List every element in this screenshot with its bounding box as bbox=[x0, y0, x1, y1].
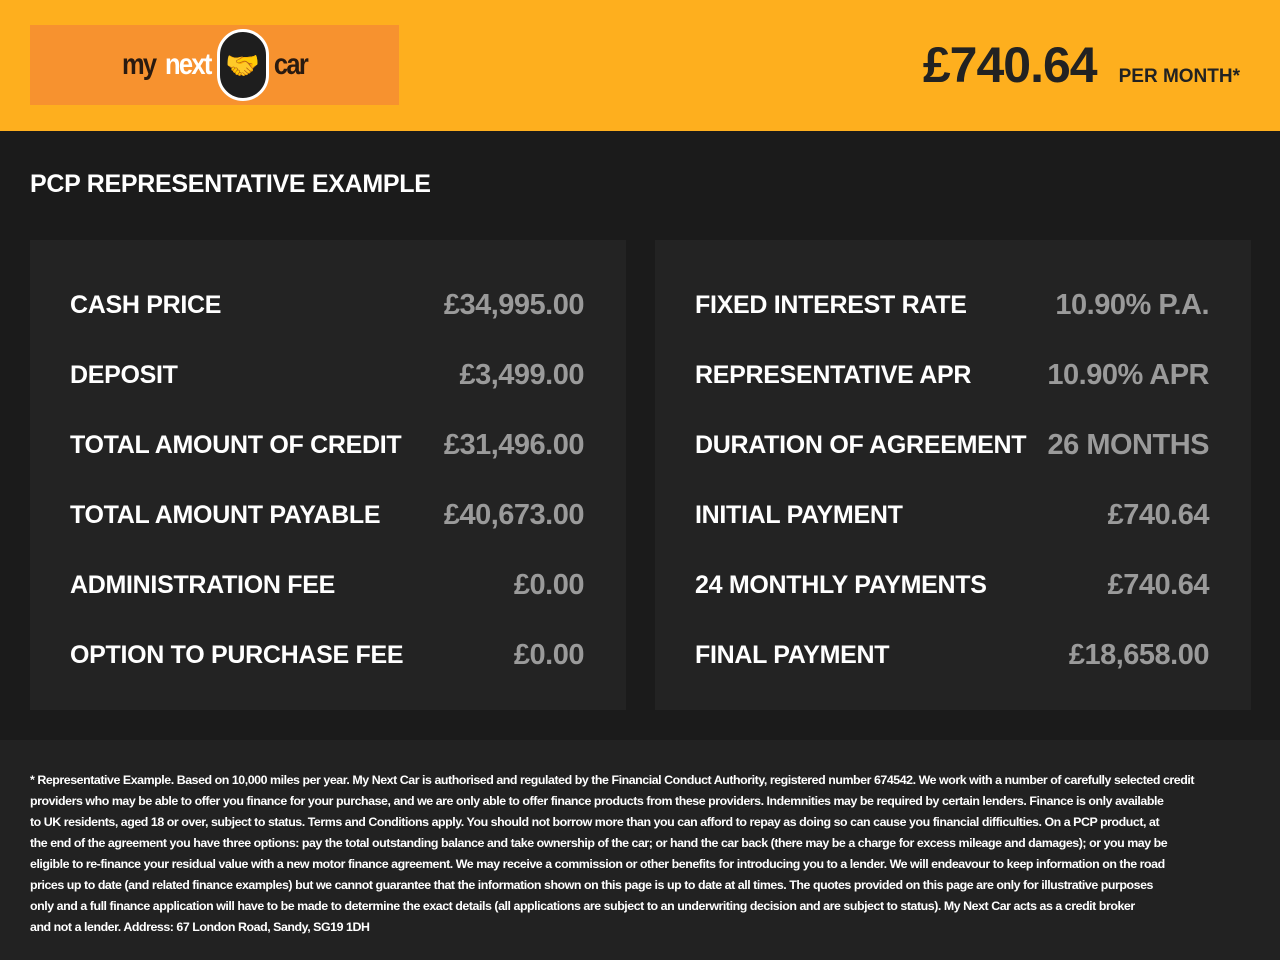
disclaimer-line: prices up to date (and related finance e… bbox=[30, 878, 1153, 892]
row-label: ADMINISTRATION FEE bbox=[70, 570, 335, 599]
disclaimer-line: the end of the agreement you have three … bbox=[30, 836, 1168, 850]
logo-text-my: my bbox=[122, 48, 157, 81]
row-value: £18,658.00 bbox=[1068, 638, 1210, 671]
row-label: 24 MONTHLY PAYMENTS bbox=[695, 570, 987, 599]
handshake-keys-icon: 🤝 bbox=[216, 29, 269, 101]
finance-row: ADMINISTRATION FEE £0.00 bbox=[70, 550, 585, 620]
row-label: TOTAL AMOUNT OF CREDIT bbox=[70, 430, 402, 459]
finance-row: REPRESENTATIVE APR 10.90% APR bbox=[695, 340, 1209, 410]
left-panel: CASH PRICE £34,995.00 DEPOSIT £3,499.00 TOTA… bbox=[30, 240, 626, 710]
monthly-price: £740.64 PER MONTH* bbox=[923, 36, 1240, 94]
row-label: CASH PRICE bbox=[70, 290, 222, 319]
row-value: 26 MONTHS bbox=[1047, 428, 1210, 461]
right-panel: FIXED INTEREST RATE 10.90% P.A. REPRESENTA… bbox=[655, 240, 1251, 710]
logo-text-car: car bbox=[273, 48, 308, 81]
row-value: 10.90% P.A. bbox=[1055, 288, 1209, 321]
disclaimer-line: to UK residents, aged 18 or over, subjec… bbox=[30, 815, 1160, 829]
row-value: £40,673.00 bbox=[443, 498, 585, 531]
per-month-label: PER MONTH* bbox=[1118, 66, 1240, 87]
row-label: DURATION OF AGREEMENT bbox=[695, 430, 1027, 459]
disclaimer-line: only and a full finance application will… bbox=[30, 899, 1135, 913]
disclaimer-line: * Representative Example. Based on 10,00… bbox=[30, 773, 1195, 787]
finance-row: INITIAL PAYMENT £740.64 bbox=[695, 480, 1210, 550]
price-amount: £740.64 bbox=[922, 37, 1098, 93]
finance-row: OPTION TO PURCHASE FEE £0.00 bbox=[70, 620, 585, 690]
finance-row: TOTAL AMOUNT PAYABLE £40,673.00 bbox=[70, 480, 585, 550]
row-value: £740.64 bbox=[1107, 498, 1210, 531]
finance-row: DURATION OF AGREEMENT 26 MONTHS bbox=[695, 410, 1210, 480]
disclaimer-line: and not a lender. Address: 67 London Roa… bbox=[30, 920, 370, 934]
row-value: £740.64 bbox=[1107, 568, 1210, 601]
finance-row: 24 MONTHLY PAYMENTS £740.64 bbox=[695, 550, 1210, 620]
row-label: TOTAL AMOUNT PAYABLE bbox=[70, 500, 381, 529]
page-title: PCP REPRESENTATIVE EXAMPLE bbox=[30, 170, 431, 198]
row-label: FIXED INTEREST RATE bbox=[695, 290, 967, 319]
row-label: DEPOSIT bbox=[70, 360, 178, 389]
disclaimer-line: providers who may be able to offer you f… bbox=[30, 794, 1164, 808]
disclaimer-line: eligible to re-finance your residual val… bbox=[30, 857, 1165, 871]
row-value: £0.00 bbox=[513, 568, 585, 601]
logo-text-next: next bbox=[164, 48, 212, 81]
row-value: £0.00 bbox=[513, 638, 585, 671]
row-label: REPRESENTATIVE APR bbox=[695, 360, 972, 389]
row-value: £3,499.00 bbox=[459, 358, 584, 391]
header: my next 🤝 car £740.64 PER MONTH* bbox=[0, 0, 1280, 131]
row-label: INITIAL PAYMENT bbox=[695, 500, 903, 529]
finance-row: DEPOSIT £3,499.00 bbox=[70, 340, 584, 410]
row-label: OPTION TO PURCHASE FEE bbox=[70, 640, 404, 669]
mynextcar-logo[interactable]: my next 🤝 car bbox=[30, 25, 399, 105]
finance-row: CASH PRICE £34,995.00 bbox=[70, 270, 585, 340]
row-label: FINAL PAYMENT bbox=[695, 640, 890, 669]
disclaimer: * Representative Example. Based on 10,00… bbox=[0, 740, 1280, 960]
row-value: £31,496.00 bbox=[443, 428, 585, 461]
finance-row: FINAL PAYMENT £18,658.00 bbox=[695, 620, 1210, 690]
finance-row: FIXED INTEREST RATE 10.90% P.A. bbox=[695, 270, 1209, 340]
row-value: 10.90% APR bbox=[1047, 358, 1209, 391]
row-value: £34,995.00 bbox=[443, 288, 585, 321]
finance-row: TOTAL AMOUNT OF CREDIT £31,496.00 bbox=[70, 410, 585, 480]
